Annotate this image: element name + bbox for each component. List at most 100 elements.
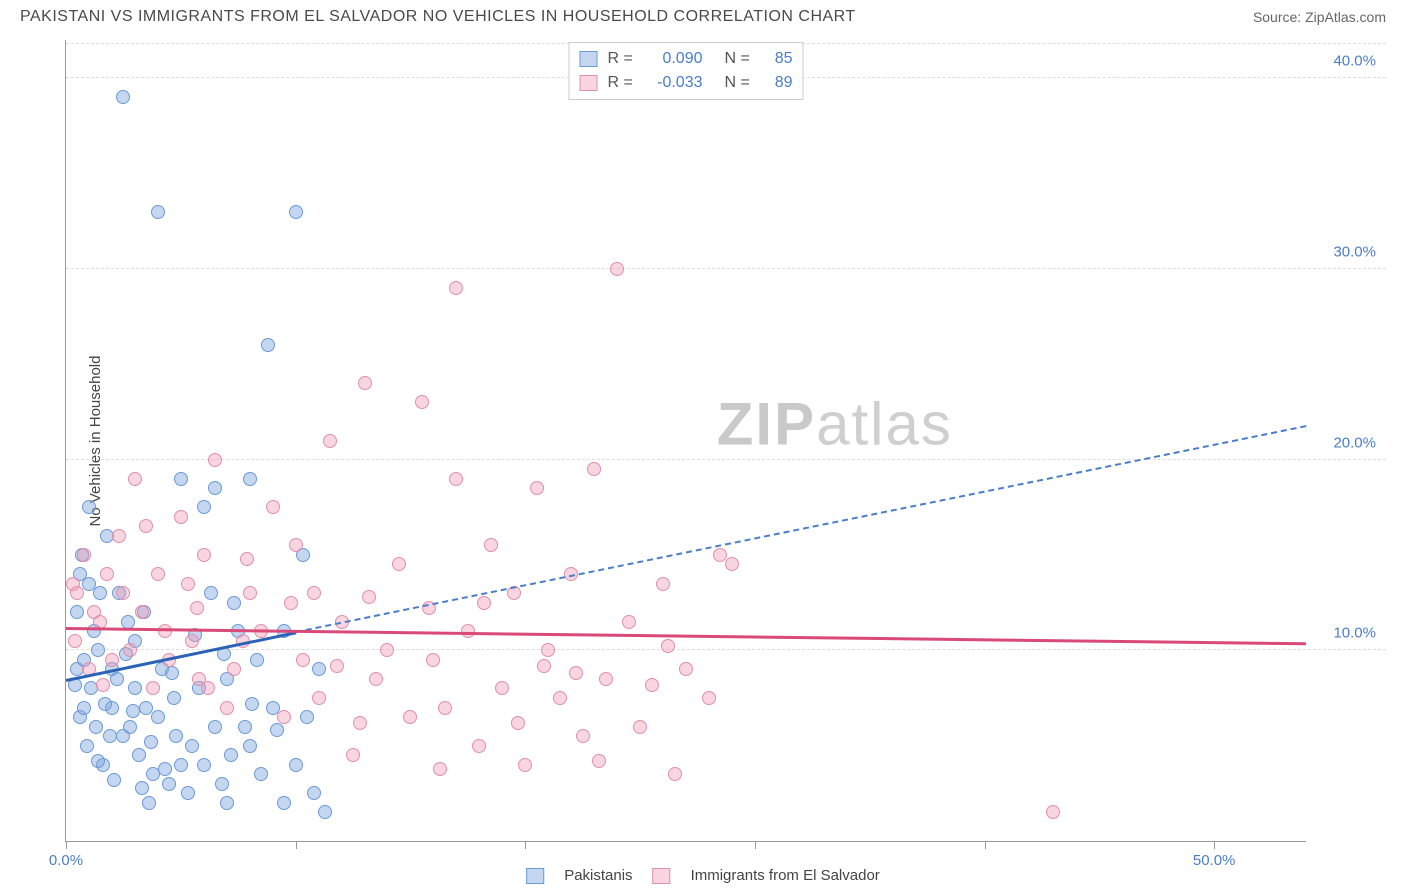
data-point — [123, 720, 137, 734]
data-point — [261, 338, 275, 352]
data-point — [201, 681, 215, 695]
data-point — [190, 601, 204, 615]
data-point — [415, 395, 429, 409]
data-point — [169, 729, 183, 743]
data-point — [112, 529, 126, 543]
data-point — [174, 472, 188, 486]
swatch-pakistanis — [526, 868, 544, 884]
data-point — [158, 624, 172, 638]
y-tick-label: 20.0% — [1333, 434, 1376, 451]
data-point — [227, 662, 241, 676]
data-point — [537, 659, 551, 673]
data-point — [91, 643, 105, 657]
data-point — [126, 704, 140, 718]
data-point — [185, 634, 199, 648]
data-point — [362, 590, 376, 604]
data-point — [284, 596, 298, 610]
legend-label-el-salvador: Immigrants from El Salvador — [691, 867, 880, 884]
x-tick-label: 50.0% — [1193, 852, 1236, 869]
data-point — [725, 557, 739, 571]
data-point — [472, 739, 486, 753]
data-point — [220, 701, 234, 715]
data-point — [98, 697, 112, 711]
data-point — [240, 552, 254, 566]
data-point — [70, 586, 84, 600]
source-label: Source: ZipAtlas.com — [1253, 9, 1386, 25]
data-point — [353, 716, 367, 730]
data-point — [569, 666, 583, 680]
r-label: R = — [608, 71, 638, 95]
data-point — [541, 643, 555, 657]
data-point — [208, 481, 222, 495]
data-point — [312, 662, 326, 676]
data-point — [162, 777, 176, 791]
data-point — [576, 729, 590, 743]
data-point — [369, 672, 383, 686]
data-point — [91, 754, 105, 768]
data-point — [174, 510, 188, 524]
data-point — [622, 615, 636, 629]
data-point — [330, 659, 344, 673]
data-point — [208, 453, 222, 467]
y-tick-label: 10.0% — [1333, 625, 1376, 642]
n-value-1: 89 — [765, 71, 793, 95]
data-point — [132, 748, 146, 762]
data-point — [426, 653, 440, 667]
data-point — [142, 796, 156, 810]
data-point — [103, 729, 117, 743]
data-point — [518, 758, 532, 772]
data-point — [105, 653, 119, 667]
data-point — [123, 643, 137, 657]
data-point — [346, 748, 360, 762]
data-point — [661, 639, 675, 653]
data-point — [135, 605, 149, 619]
data-point — [224, 748, 238, 762]
data-point — [530, 481, 544, 495]
data-point — [82, 500, 96, 514]
chart-container: No Vehicles in Household R = 0.090 N = 8… — [50, 40, 1386, 842]
data-point — [165, 666, 179, 680]
r-label: R = — [608, 47, 638, 71]
data-point — [289, 205, 303, 219]
data-point — [266, 500, 280, 514]
data-point — [100, 567, 114, 581]
data-point — [227, 596, 241, 610]
data-point — [307, 586, 321, 600]
data-point — [243, 472, 257, 486]
data-point — [307, 786, 321, 800]
y-tick-label: 40.0% — [1333, 53, 1376, 70]
data-point — [358, 376, 372, 390]
data-point — [296, 653, 310, 667]
data-point — [197, 758, 211, 772]
data-point — [495, 681, 509, 695]
data-point — [77, 548, 91, 562]
swatch-pakistanis — [580, 51, 598, 67]
data-point — [633, 720, 647, 734]
data-point — [1046, 805, 1060, 819]
data-point — [449, 472, 463, 486]
data-point — [289, 538, 303, 552]
n-label: N = — [725, 71, 755, 95]
data-point — [477, 596, 491, 610]
data-point — [89, 720, 103, 734]
data-point — [243, 739, 257, 753]
x-tick-label: 0.0% — [49, 852, 83, 869]
r-value-0: 0.090 — [648, 47, 703, 71]
data-point — [668, 767, 682, 781]
data-point — [312, 691, 326, 705]
data-point — [438, 701, 452, 715]
data-point — [392, 557, 406, 571]
data-point — [220, 796, 234, 810]
data-point — [151, 205, 165, 219]
series-legend: Pakistanis Immigrants from El Salvador — [526, 867, 880, 884]
data-point — [238, 720, 252, 734]
data-point — [110, 672, 124, 686]
data-point — [128, 472, 142, 486]
data-point — [121, 615, 135, 629]
data-point — [181, 786, 195, 800]
data-point — [679, 662, 693, 676]
data-point — [139, 519, 153, 533]
watermark: ZIPatlas — [717, 390, 953, 459]
swatch-el-salvador — [653, 868, 671, 884]
data-point — [250, 653, 264, 667]
